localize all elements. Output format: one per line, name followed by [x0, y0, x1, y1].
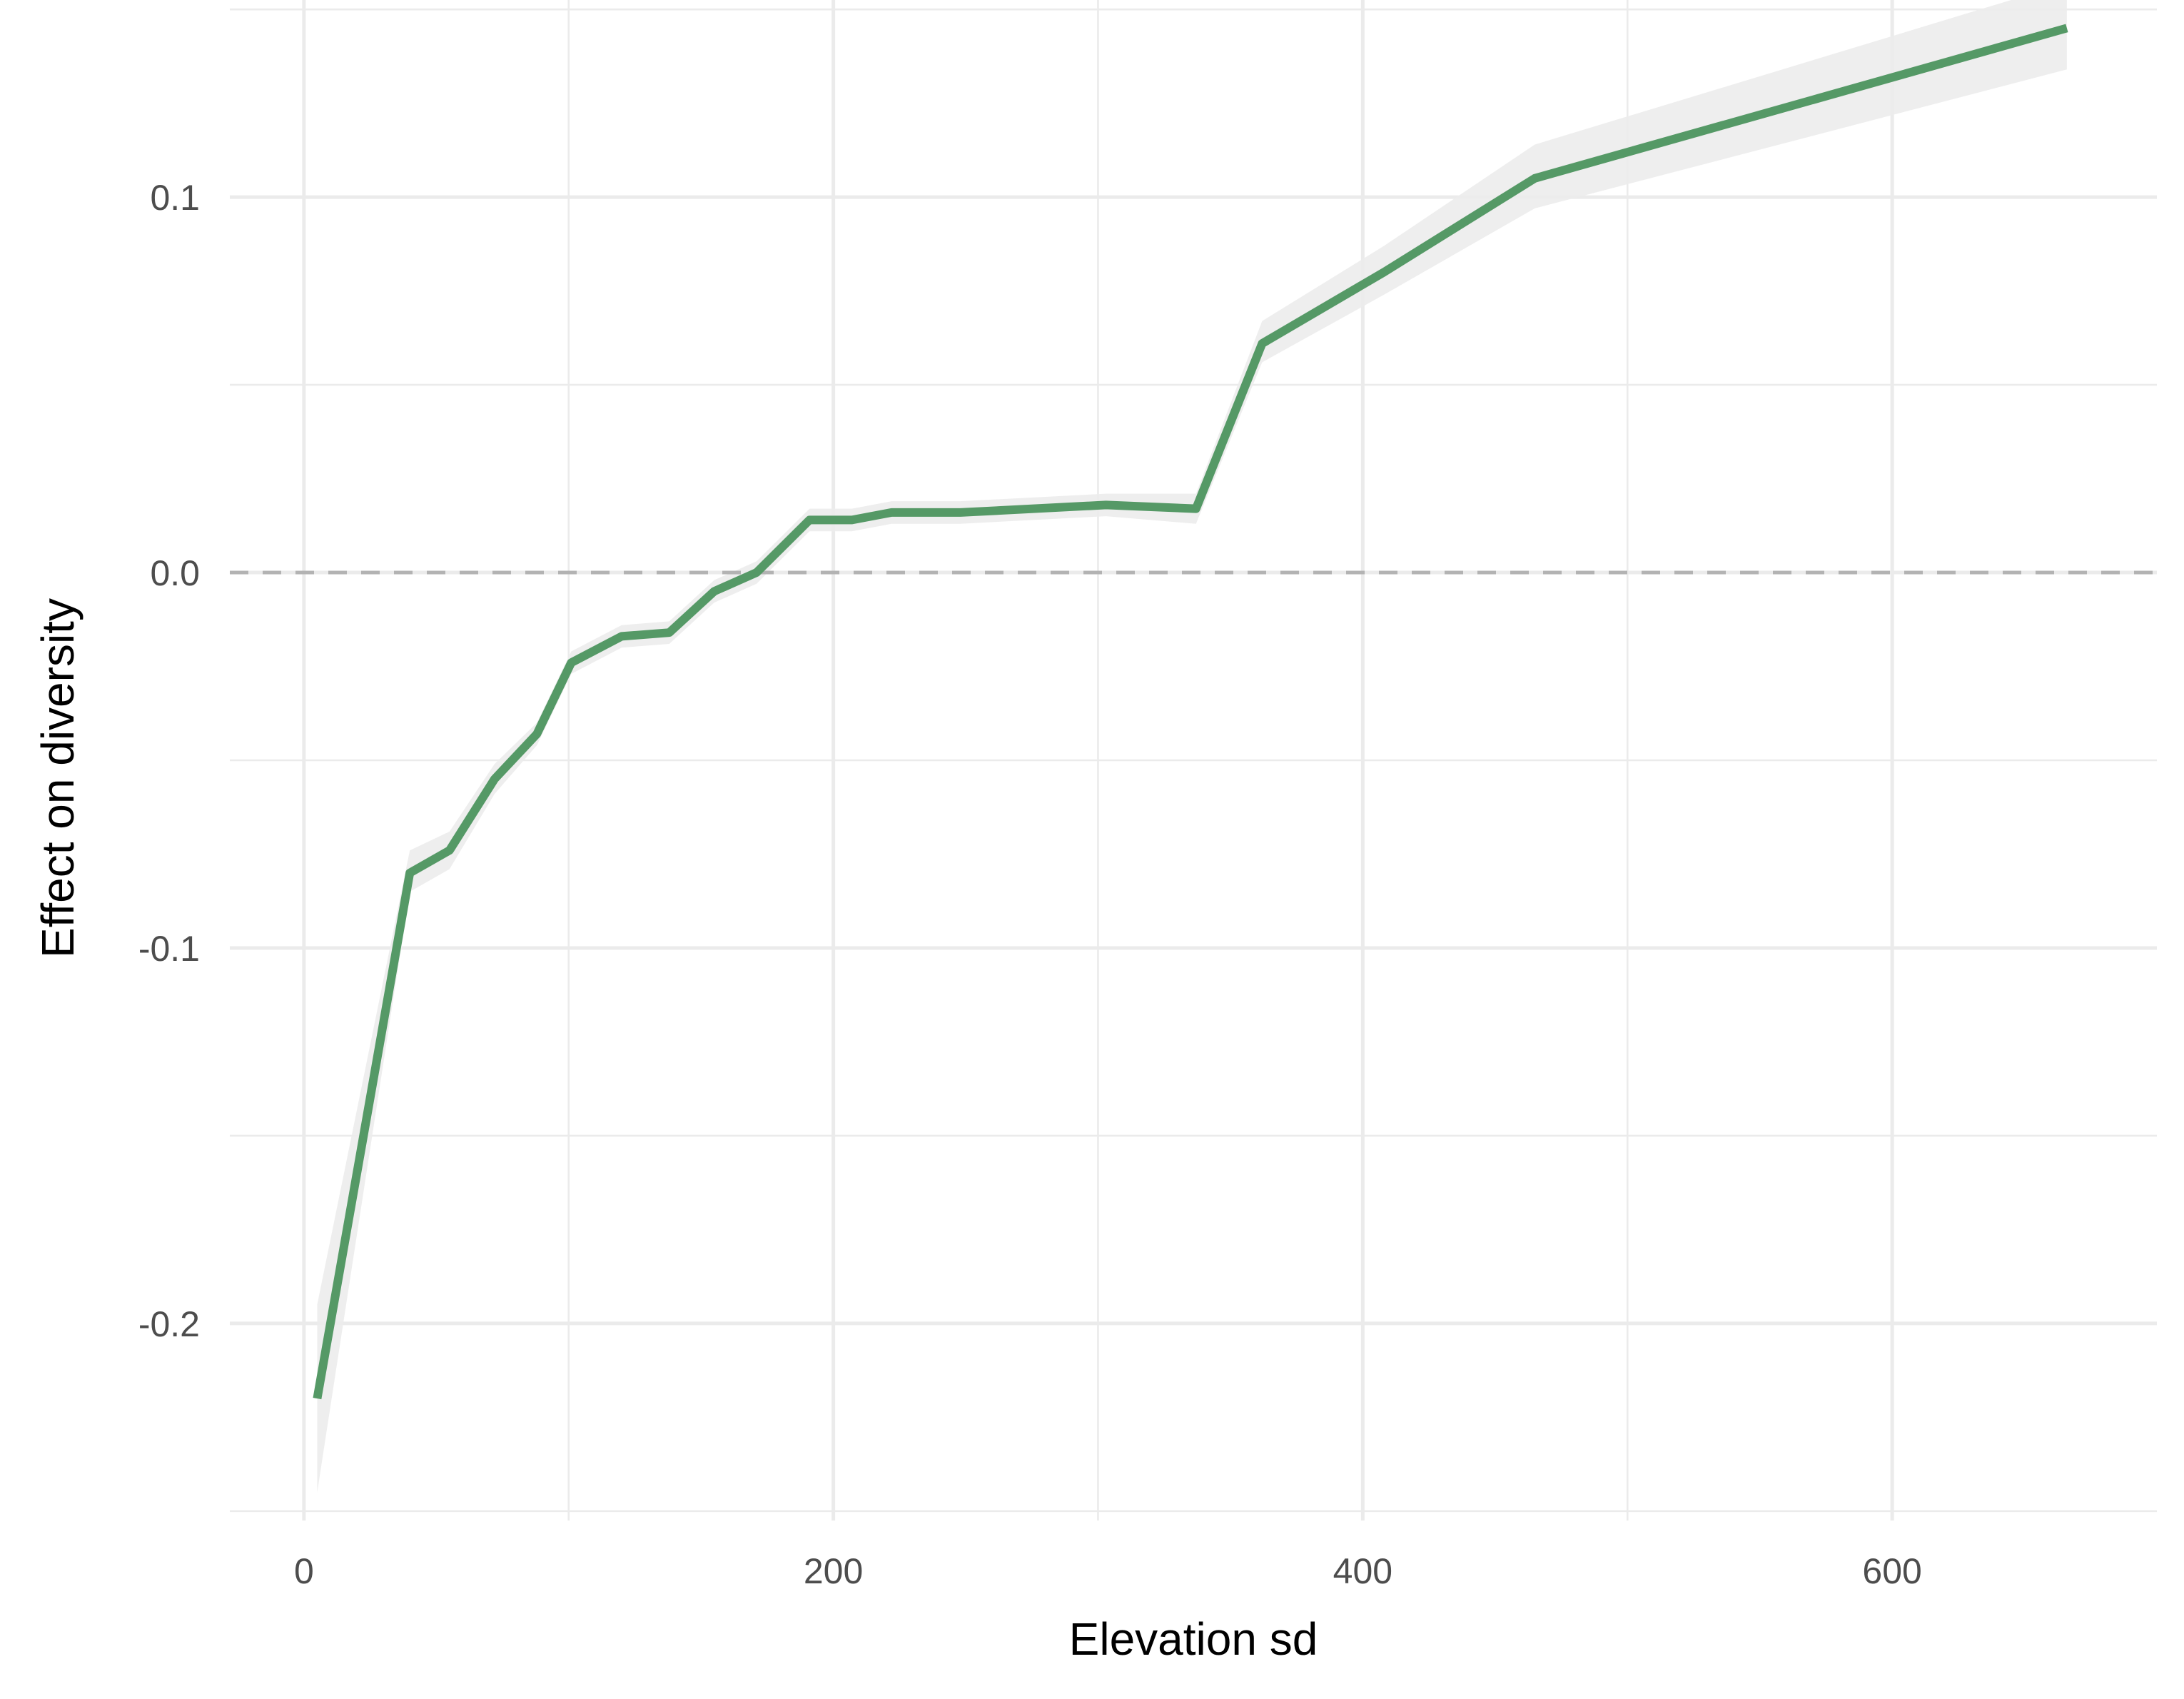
- confidence-ribbon: [317, 0, 2067, 1493]
- y-tick-label: 0.0: [150, 553, 200, 593]
- series-line-layer: [313, 24, 2068, 1400]
- y-tick-label: -0.1: [138, 929, 200, 969]
- major-gridlines: [230, 0, 2157, 1521]
- x-tick-label: 600: [1862, 1551, 1921, 1591]
- y-tick-labels: -0.2 -0.1 0.0 0.1: [138, 178, 200, 1344]
- x-tick-label: 400: [1333, 1551, 1392, 1591]
- series-line: [313, 24, 2068, 1400]
- x-tick-label: 0: [294, 1551, 314, 1591]
- y-axis-title: Effect on diversity: [32, 598, 84, 958]
- y-tick-label: -0.2: [138, 1304, 200, 1344]
- confidence-ribbon-layer: [317, 0, 2067, 1493]
- y-tick-label: 0.1: [150, 178, 200, 218]
- minor-gridlines: [230, 0, 2157, 1521]
- x-tick-labels: 0 200 400 600: [294, 1551, 1922, 1591]
- x-tick-label: 200: [804, 1551, 863, 1591]
- x-axis-title: Elevation sd: [1069, 1613, 1318, 1665]
